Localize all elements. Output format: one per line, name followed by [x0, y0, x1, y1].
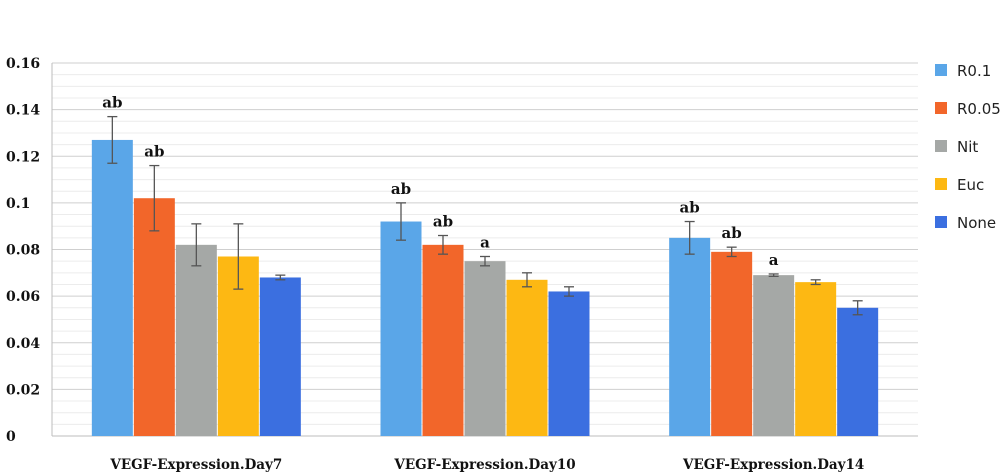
legend-swatch: [935, 178, 947, 190]
legend-label: R0.1: [957, 62, 991, 80]
legend-label: R0.05: [957, 100, 1000, 118]
significance-label: ab: [722, 224, 742, 242]
legend-label: Euc: [957, 176, 984, 194]
y-tick-label: 0.08: [6, 243, 40, 259]
y-tick-label: 0: [6, 429, 16, 445]
bar: [506, 279, 548, 436]
legend-swatch: [935, 140, 947, 152]
y-tick-label: 0.14: [6, 103, 40, 119]
axis-layer: 0 0.02 0.04 0.06 0.08 0.1 0.12 0.14 0.16 VEGF-Exp…: [6, 56, 918, 473]
significance-label: a: [480, 233, 490, 251]
y-tick-label: 0.04: [6, 336, 40, 352]
bars-layer: [91, 139, 879, 436]
bar: [837, 307, 879, 436]
significance-label: ab: [144, 143, 164, 161]
significance-label: a: [769, 251, 779, 269]
y-tick-label: 0.1: [6, 196, 30, 212]
x-category-label: VEGF-Expression.Day10: [393, 457, 575, 473]
x-category-label: VEGF-Expression.Day14: [682, 457, 864, 473]
legend-label: None: [957, 214, 996, 232]
bar: [175, 244, 217, 436]
significance-label: ab: [102, 94, 122, 112]
error-bars-layer: [107, 115, 863, 316]
bar: [91, 139, 133, 436]
legend-swatch: [935, 64, 947, 76]
y-tick-label: 0.02: [6, 382, 40, 398]
legend: R0.1 R0.05 Nit Euc None: [935, 62, 1000, 232]
bar: [380, 221, 422, 436]
bar: [548, 291, 590, 436]
legend-swatch: [935, 102, 947, 114]
y-tick-label: 0.16: [6, 56, 40, 72]
y-tick-label: 0.06: [6, 289, 40, 305]
legend-swatch: [935, 216, 947, 228]
significance-label: ab: [680, 199, 700, 217]
x-category-label: VEGF-Expression.Day7: [109, 457, 282, 473]
significance-label: ab: [391, 180, 411, 198]
bar: [464, 261, 506, 436]
y-tick-label: 0.12: [6, 149, 40, 165]
significance-label: ab: [433, 213, 453, 231]
bar: [422, 244, 464, 436]
annotations-layer: ab ab ab ab a ab ab a: [102, 94, 779, 269]
bar: [795, 282, 837, 436]
bar: [259, 277, 301, 436]
bar: [133, 198, 175, 436]
legend-label: Nit: [957, 138, 978, 156]
bar: [711, 251, 753, 436]
bar: [669, 237, 711, 436]
bar: [753, 275, 795, 436]
